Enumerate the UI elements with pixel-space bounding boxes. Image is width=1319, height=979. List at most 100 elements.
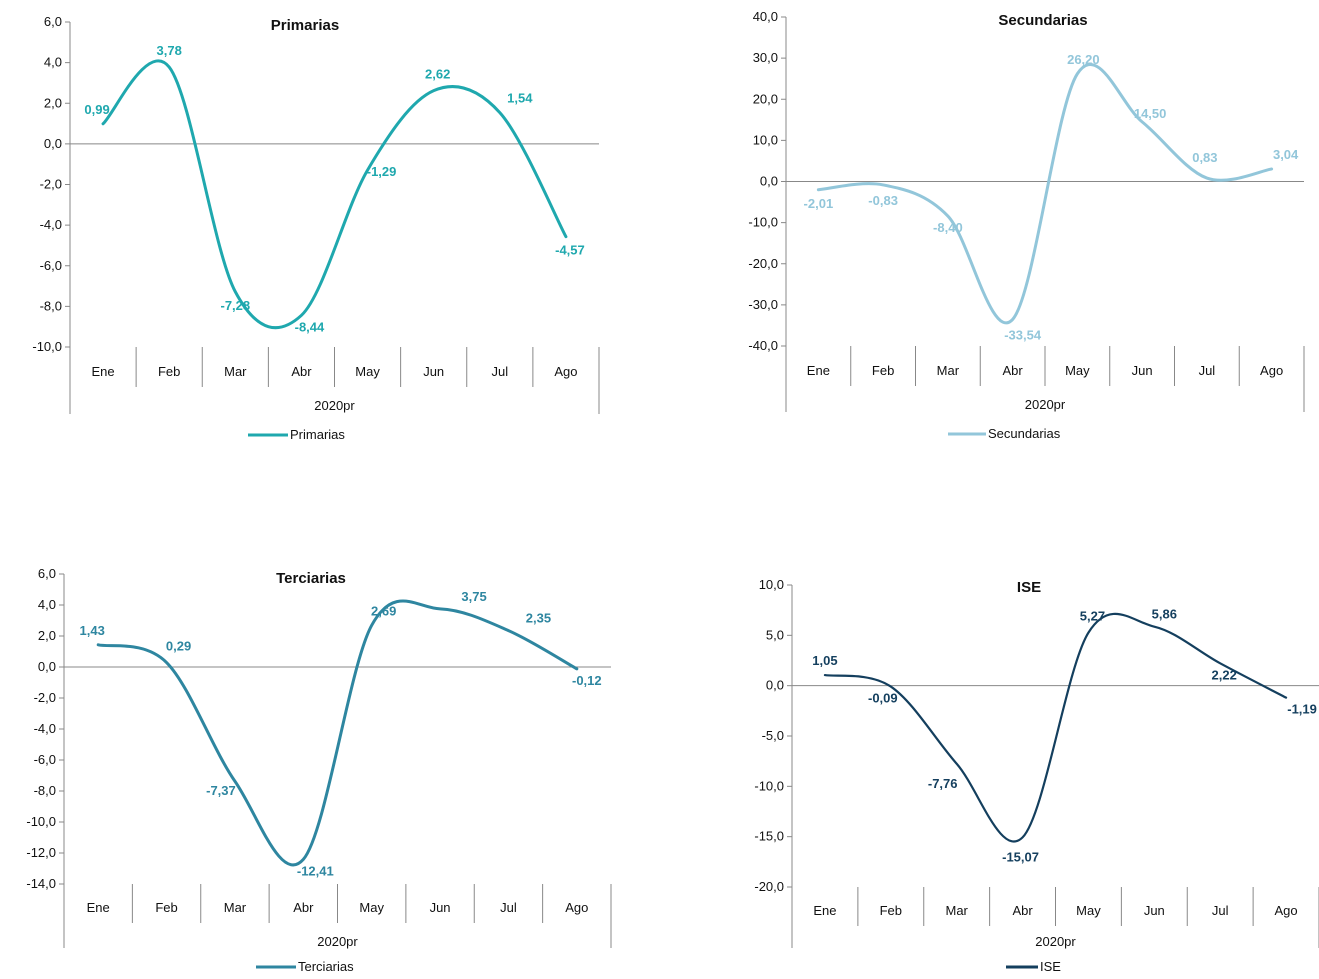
chart-title: Secundarias — [998, 12, 1087, 29]
x-tick-label: Mar — [224, 900, 247, 915]
data-label: -7,37 — [206, 783, 236, 798]
legend-label: Terciarias — [298, 959, 354, 974]
x-tick-label: May — [359, 900, 384, 915]
y-tick-label: -15,0 — [754, 829, 784, 844]
data-label: 26,20 — [1067, 52, 1100, 67]
y-tick-label: -2,0 — [34, 690, 56, 705]
x-tick-label: Abr — [293, 900, 314, 915]
x-group-label: 2020pr — [1025, 397, 1066, 412]
x-tick-label: Jul — [500, 900, 517, 915]
y-tick-label: 10,0 — [753, 132, 778, 147]
data-label: -8,44 — [295, 319, 325, 334]
x-tick-label: Abr — [1012, 903, 1033, 918]
y-tick-label: -40,0 — [748, 338, 778, 353]
data-label: 2,62 — [425, 67, 450, 82]
x-tick-label: May — [1076, 903, 1101, 918]
x-tick-label: Jun — [430, 900, 451, 915]
y-tick-label: -10,0 — [748, 215, 778, 230]
legend-label: Primarias — [290, 427, 345, 442]
data-label: 2,35 — [526, 611, 551, 626]
y-tick-label: -5,0 — [762, 728, 784, 743]
y-tick-label: 6,0 — [38, 566, 56, 581]
x-tick-label: Mar — [224, 364, 247, 379]
chart-secundarias: Secundarias 40,0 30,0 20,0 10,0 0,0 -10,0 -20,0… — [748, 9, 1305, 441]
x-tick-label: Ago — [565, 900, 588, 915]
x-tick-label: Feb — [155, 900, 177, 915]
x-tick-label: Feb — [872, 363, 894, 378]
y-tick-label: 4,0 — [38, 597, 56, 612]
y-tick-label: -6,0 — [34, 752, 56, 767]
x-tick-label: Feb — [880, 903, 902, 918]
data-label: -4,57 — [555, 243, 585, 258]
chart-title: Terciarias — [276, 570, 346, 587]
data-label: -15,07 — [1002, 849, 1039, 864]
y-tick-label: 0,0 — [760, 174, 778, 189]
y-tick-label: -14,0 — [26, 876, 56, 891]
series-line-secundarias — [816, 63, 1274, 325]
x-group-label: 2020pr — [317, 934, 358, 949]
series-line-ise — [823, 612, 1288, 843]
chart-ise: ISE 10,0 5,0 0,0 -5,0 -10,0 -15,0 -20,0 Ene Feb Ma… — [754, 577, 1319, 974]
x-group-label: 2020pr — [314, 398, 355, 413]
y-tick-label: 2,0 — [38, 628, 56, 643]
data-label: -0,09 — [868, 691, 898, 706]
legend-label: Secundarias — [988, 426, 1061, 441]
y-tick-label: -30,0 — [748, 297, 778, 312]
y-tick-label: -10,0 — [26, 814, 56, 829]
y-tick-label: -20,0 — [754, 879, 784, 894]
data-label: -7,76 — [928, 776, 958, 791]
y-tick-label: -12,0 — [26, 845, 56, 860]
data-label: 5,27 — [1080, 609, 1105, 624]
data-label: -33,54 — [1004, 327, 1042, 342]
data-label: -12,41 — [297, 863, 334, 878]
x-tick-label: Ago — [554, 364, 577, 379]
data-label: -0,83 — [868, 193, 898, 208]
data-label: 3,04 — [1273, 147, 1299, 162]
x-tick-label: Mar — [945, 903, 968, 918]
y-tick-label: -6,0 — [40, 258, 62, 273]
y-tick-label: -8,0 — [34, 783, 56, 798]
y-tick-label: 0,0 — [38, 659, 56, 674]
x-tick-label: Ago — [1274, 903, 1297, 918]
x-tick-label: Mar — [937, 363, 960, 378]
x-tick-label: Jun — [423, 364, 444, 379]
x-tick-label: Jul — [1199, 363, 1216, 378]
data-label: -7,28 — [220, 298, 250, 313]
y-tick-label: -4,0 — [34, 721, 56, 736]
data-label: -8,40 — [933, 220, 963, 235]
x-tick-label: Jun — [1132, 363, 1153, 378]
legend-label: ISE — [1040, 959, 1061, 974]
y-tick-label: 0,0 — [44, 136, 62, 151]
series-line-primarias — [101, 59, 568, 330]
y-tick-label: 10,0 — [759, 577, 784, 592]
y-tick-label: 0,0 — [766, 678, 784, 693]
data-label: 0,29 — [166, 639, 191, 654]
x-tick-label: Jun — [1144, 903, 1165, 918]
data-label: -1,29 — [367, 164, 397, 179]
data-label: -2,01 — [804, 196, 834, 211]
x-tick-label: Ene — [91, 364, 114, 379]
x-tick-label: Feb — [158, 364, 180, 379]
data-label: 1,05 — [812, 653, 837, 668]
x-tick-label: Abr — [291, 364, 312, 379]
data-label: -1,19 — [1287, 702, 1317, 717]
y-tick-label: 4,0 — [44, 55, 62, 70]
data-label: -0,12 — [572, 673, 602, 688]
data-label: 3,78 — [157, 43, 182, 58]
y-tick-label: 20,0 — [753, 91, 778, 106]
x-group-label: 2020pr — [1035, 934, 1076, 949]
x-tick-label: May — [355, 364, 380, 379]
y-tick-label: -10,0 — [754, 778, 784, 793]
y-tick-label: 2,0 — [44, 95, 62, 110]
chart-primarias: Primarias 6,0 4,0 2,0 0,0 -2,0 -4,0 -6,0 -8,0 -10… — [32, 14, 600, 442]
y-tick-label: 5,0 — [766, 627, 784, 642]
x-tick-label: Ene — [87, 900, 110, 915]
x-tick-label: May — [1065, 363, 1090, 378]
data-label: 2,69 — [371, 603, 396, 618]
chart-title: Primarias — [271, 17, 339, 34]
y-tick-label: -8,0 — [40, 298, 62, 313]
data-label: 5,86 — [1152, 607, 1177, 622]
y-tick-label: -10,0 — [32, 339, 62, 354]
y-tick-label: 6,0 — [44, 14, 62, 29]
